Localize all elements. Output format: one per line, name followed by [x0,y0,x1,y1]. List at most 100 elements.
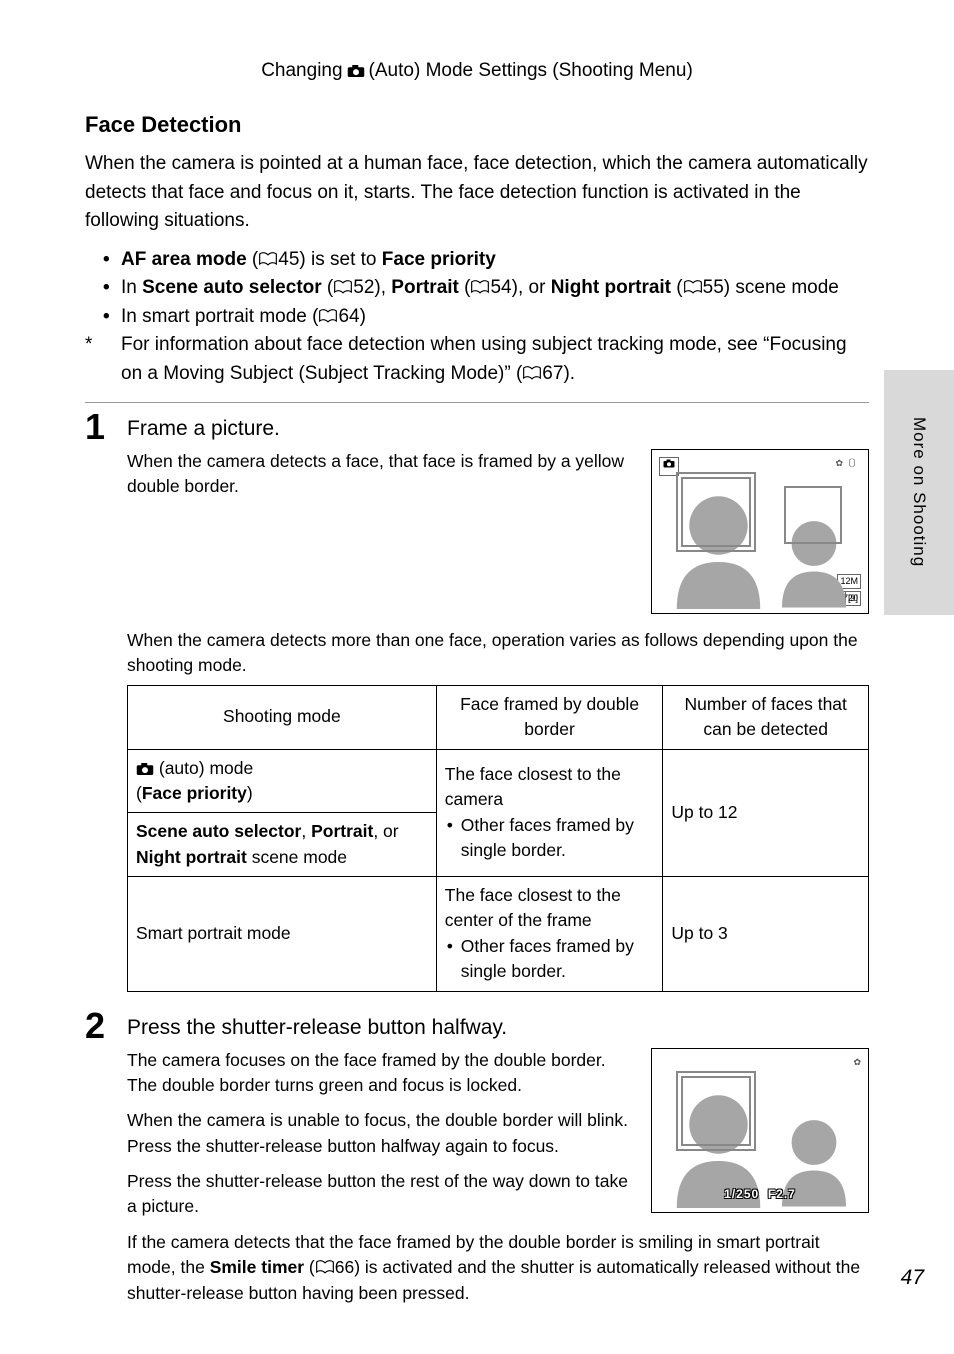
text-bold: AF area mode [121,249,247,270]
book-icon [318,308,338,324]
step-text: The camera focuses on the face framed by… [127,1048,633,1230]
conditions-list: AF area mode (45) is set to Face priorit… [85,246,869,332]
text: In [121,277,142,298]
camera-icon [136,762,154,776]
aperture-value: F2.7 [768,1187,796,1201]
text-bold: Portrait [391,277,459,298]
text: scene mode [247,847,347,867]
text: The face closest to the camera [445,764,621,809]
text: , [301,821,311,841]
text: In smart portrait mode ( [121,306,318,327]
table-header-row: Shooting mode Face framed by double bord… [128,685,869,749]
book-icon [470,279,490,295]
paragraph: When the camera detects more than one fa… [127,628,869,679]
paragraph: The camera focuses on the face framed by… [127,1048,633,1099]
book-icon [522,365,542,381]
text: ) scene mode [724,277,839,298]
text: ) [247,783,253,803]
book-icon [333,279,353,295]
step-2: 2 Press the shutter-release button halfw… [85,1008,869,1306]
paragraph: When the camera detects a face, that fac… [127,449,633,500]
text: ( [247,249,259,270]
step-text: When the camera detects a face, that fac… [127,449,633,510]
text: For information about face detection whe… [121,334,847,384]
paragraph: If the camera detects that the face fram… [127,1230,869,1306]
intro-paragraph: When the camera is pointed at a human fa… [85,150,869,236]
book-icon [683,279,703,295]
hud-indicators: ✿ [853,1056,861,1069]
text: ( [671,277,683,298]
table-row: Smart portrait mode The face closest to … [128,877,869,992]
shutter-value: 1/250 [724,1187,759,1201]
text-bold: Scene auto selector [136,821,301,841]
cell-shooting-mode: (auto) mode (Face priority) [128,749,437,813]
text: ) [360,306,366,327]
header-suffix: (Auto) Mode Settings (Shooting Menu) [369,60,693,82]
book-icon [258,251,278,267]
page-ref: 54 [490,277,511,298]
text: (auto) mode [154,758,253,778]
footnote: * For information about face detection w… [85,331,869,388]
paragraph: Press the shutter-release button the res… [127,1169,633,1220]
page-ref: 67 [542,363,563,384]
cell-shooting-mode: Scene auto selector, Portrait, or Night … [128,813,437,877]
footnote-marker: * [85,331,92,360]
cell-count: Up to 3 [663,877,869,992]
double-border-frame [676,1071,756,1151]
text-bold: Night portrait [136,847,247,867]
page-body: Changing (Auto) Mode Settings (Shooting … [0,0,954,1354]
text-bold: Smile timer [210,1257,304,1277]
text: ( [304,1257,315,1277]
section-heading: Face Detection [85,112,869,138]
hud-indicators: ✿〔〕 [835,457,861,470]
lcd-illustration-1: ✿〔〕 720 12M [9] [651,449,869,614]
page-ref: 66 [335,1257,354,1277]
paragraph: When the camera is unable to focus, the … [127,1108,633,1159]
single-border-frame [784,486,842,544]
double-border-frame [676,472,756,552]
cell-face-framed: The face closest to the camera Other fac… [436,749,663,877]
divider [85,402,869,403]
text: The face closest to the center of the fr… [445,885,621,930]
text: ) is set to [299,249,381,270]
page-header: Changing (Auto) Mode Settings (Shooting … [85,60,869,82]
footnote-body: For information about face detection whe… [103,331,869,388]
page-ref: 55 [703,277,724,298]
table-row: (auto) mode (Face priority) The face clo… [128,749,869,813]
step-number: 1 [85,409,115,992]
page-number: 47 [901,1266,924,1290]
lcd-illustration-2: ✿ 1/250 F2.7 [651,1048,869,1213]
text-bold: Portrait [311,821,373,841]
page-ref: 64 [338,306,359,327]
text-bold: Face priority [382,249,496,270]
list-item: In smart portrait mode ( 64) [103,303,869,332]
page-ref: 52 [353,277,374,298]
text-bold: Face priority [142,783,247,803]
camera-icon [347,64,365,78]
list-item: In Scene auto selector (52), Portrait (5… [103,274,869,303]
text: ( [459,277,471,298]
text: ), [374,277,391,298]
page-ref: 45 [278,249,299,270]
step-title: Press the shutter-release button halfway… [127,1008,869,1040]
text: ), or [512,277,551,298]
face-detection-table: Shooting mode Face framed by double bord… [127,685,869,992]
text: ). [563,363,575,384]
col-header: Face framed by double border [436,685,663,749]
col-header: Shooting mode [128,685,437,749]
text-bold: Scene auto selector [142,277,322,298]
exposure-readout: 1/250 F2.7 [724,1186,796,1203]
text: Other faces framed by single border. [445,934,655,985]
cell-face-framed: The face closest to the center of the fr… [436,877,663,992]
step-1: 1 Frame a picture. When the camera detec… [85,409,869,992]
list-item: AF area mode (45) is set to Face priorit… [103,246,869,275]
step-title: Frame a picture. [127,409,869,441]
text-bold: Night portrait [551,277,671,298]
col-header: Number of faces that can be detected [663,685,869,749]
cell-shooting-mode: Smart portrait mode [128,877,437,992]
book-icon [315,1259,335,1275]
cell-count: Up to 12 [663,749,869,877]
header-prefix: Changing [261,60,342,82]
text: Other faces framed by single border. [445,813,655,864]
step-number: 2 [85,1008,115,1306]
